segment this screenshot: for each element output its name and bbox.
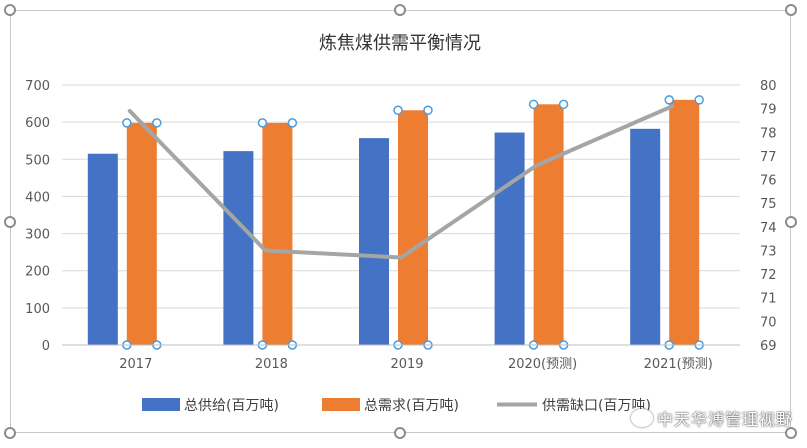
x-axis: 2017 2018 2019 2020(预测) 2021(预测) (62, 344, 740, 372)
y-tick-label: 500 (25, 153, 50, 168)
legend-swatch (142, 398, 180, 411)
watermark: 中天华溥管理视野 (630, 406, 793, 430)
selection-marker (152, 118, 162, 128)
bar (223, 151, 254, 345)
legend-label: 总供给(百万吨) (184, 398, 279, 414)
y2-tick-label: 79 (760, 103, 777, 118)
y2-tick-label: 78 (760, 126, 777, 141)
y2-tick-label: 75 (760, 197, 777, 212)
x-tick-label: 2018 (255, 357, 288, 372)
resize-handle-bottom-left[interactable] (4, 427, 16, 439)
y-tick-label: 600 (25, 116, 50, 131)
legend: 总供给(百万吨) 总需求(百万吨) 供需缺口(百万吨) (142, 398, 651, 414)
resize-handle-top-right[interactable] (785, 4, 797, 16)
selection-marker (287, 118, 298, 128)
bar (494, 132, 525, 345)
y2-tick-label: 70 (760, 315, 777, 330)
x-tick-label: 2019 (390, 357, 423, 372)
y-tick-label: 300 (25, 228, 50, 243)
line-series (127, 104, 675, 260)
y2-tick-label: 69 (760, 339, 777, 354)
bar (87, 153, 118, 345)
x-tick-label: 2017 (119, 357, 152, 372)
y2-tick-label: 72 (760, 268, 777, 283)
bar (126, 122, 157, 345)
line-point (129, 110, 131, 112)
selection-marker (393, 105, 403, 116)
bar (262, 122, 293, 345)
bar-series (87, 95, 704, 350)
resize-handle-bottom-right[interactable] (785, 427, 797, 439)
legend-swatch (322, 398, 360, 411)
resize-handle-top-left[interactable] (4, 4, 16, 16)
resize-handle-middle-left[interactable] (4, 216, 16, 228)
watermark-text: 中天华溥管理视野 (656, 410, 793, 429)
line-point (400, 257, 402, 259)
line-point (536, 164, 538, 166)
selection-marker (528, 99, 539, 110)
y2-tick-label: 74 (760, 221, 777, 236)
resize-handle-top-center[interactable] (394, 4, 406, 16)
selection-marker (558, 99, 569, 110)
selection-marker (423, 105, 433, 116)
line-point (264, 249, 266, 251)
selection-marker (122, 118, 132, 128)
legend-label: 总需求(百万吨) (364, 398, 459, 414)
y-axis-left: 0 100 200 300 400 500 600 700 (25, 79, 50, 354)
bar (533, 104, 564, 345)
bar (669, 99, 700, 345)
wechat-icon (630, 409, 653, 427)
bar (398, 110, 428, 345)
bar (359, 138, 389, 345)
selection-marker (257, 118, 268, 128)
selection-marker (664, 95, 674, 105)
chart-title: 炼焦煤供需平衡情况 (319, 33, 481, 54)
y2-tick-label: 73 (760, 244, 777, 259)
y2-tick-label: 71 (760, 292, 777, 307)
legend-label: 供需缺口(百万吨) (542, 398, 651, 414)
resize-handle-bottom-center[interactable] (394, 427, 406, 439)
x-tick-label: 2020(预测) (508, 357, 577, 372)
y-tick-label: 700 (25, 79, 50, 94)
x-tick-label: 2021(预测) (644, 357, 713, 372)
selection-marker (694, 95, 704, 105)
bar (630, 128, 661, 345)
y-tick-label: 0 (42, 339, 50, 354)
resize-handle-middle-right[interactable] (785, 216, 797, 228)
y-tick-label: 100 (25, 302, 50, 317)
y-axis-right: 69 70 71 72 73 74 75 76 77 78 79 80 (760, 79, 777, 354)
y-tick-label: 400 (25, 190, 50, 205)
line-point (671, 105, 673, 107)
y2-tick-label: 77 (760, 150, 777, 165)
y2-tick-label: 76 (760, 174, 777, 189)
y-tick-label: 200 (25, 265, 50, 280)
y2-tick-label: 80 (760, 79, 777, 94)
